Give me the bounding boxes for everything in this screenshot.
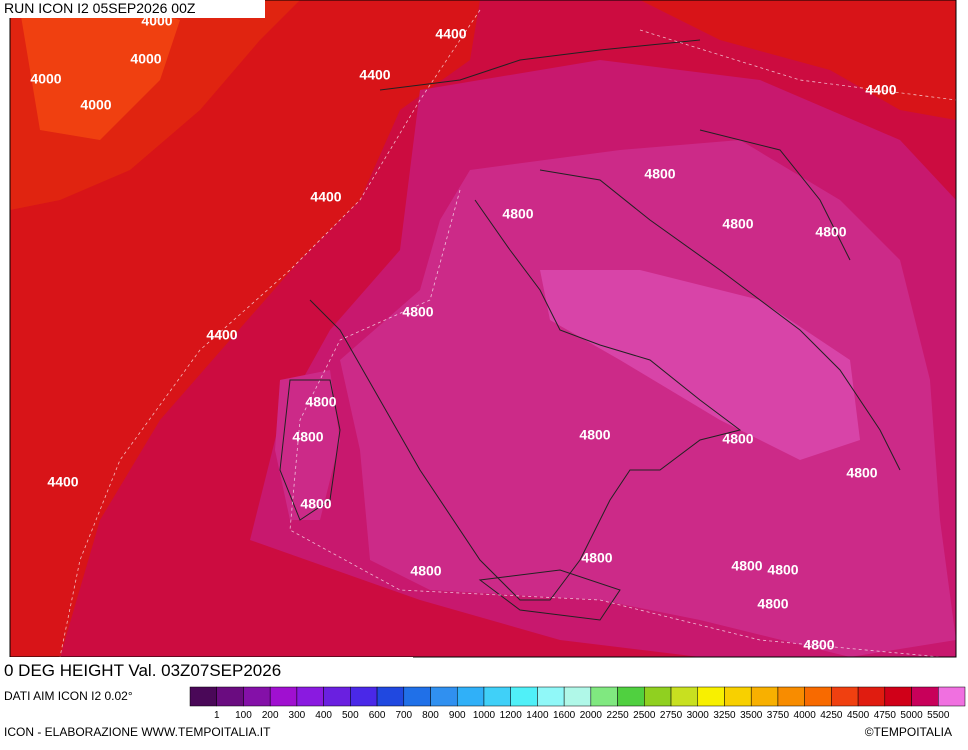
- color-legend: 1 100 200 300 400 500 600 700 800 900 1000 1200 1400…: [189, 686, 966, 721]
- legend-label: 1400: [526, 710, 549, 721]
- legend-swatch: [430, 686, 458, 707]
- legend-swatch: [884, 686, 912, 707]
- legend-swatch: [590, 686, 618, 707]
- contour-label: 4800: [815, 224, 846, 240]
- contour-label: 4800: [579, 427, 610, 443]
- contour-label: 4400: [359, 67, 390, 83]
- contour-label: 4800: [803, 637, 834, 653]
- legend-swatch: [403, 686, 431, 707]
- legend-label: 500: [342, 710, 359, 721]
- legend-swatch: [563, 686, 592, 707]
- legend-label: 600: [369, 710, 386, 721]
- header-box: [0, 0, 265, 18]
- copyright: ©TEMPOITALIA: [865, 725, 952, 739]
- legend-swatch: [376, 686, 405, 707]
- legend-swatch: [911, 686, 939, 707]
- contour-label: 4800: [767, 562, 798, 578]
- run-label: RUN ICON I2 05SEP2026 00Z: [4, 0, 196, 16]
- legend-label: 900: [449, 710, 466, 721]
- legend-label: 3000: [687, 710, 710, 721]
- legend-swatch: [617, 686, 645, 707]
- legend-label: 200: [262, 710, 279, 721]
- legend-swatch: [510, 686, 538, 707]
- contour-label: 4800: [722, 431, 753, 447]
- legend-swatch: [670, 686, 699, 707]
- legend-label: 2250: [606, 710, 629, 721]
- legend-swatch: [456, 686, 485, 707]
- legend-swatch: [323, 686, 351, 707]
- legend-label: 800: [422, 710, 439, 721]
- contour-label: 4800: [731, 558, 762, 574]
- legend-swatch: [189, 686, 217, 707]
- legend-swatch: [537, 686, 565, 707]
- legend-swatch: [804, 686, 832, 707]
- legend-swatch: [831, 686, 859, 707]
- legend-label: 1200: [500, 710, 523, 721]
- legend-label: 3250: [713, 710, 736, 721]
- legend-label: 5500: [927, 710, 950, 721]
- contour-label: 4400: [865, 82, 896, 98]
- legend-label: 700: [395, 710, 412, 721]
- legend-swatch: [483, 686, 511, 707]
- coastline: [279, 39, 901, 621]
- legend-label: 400: [315, 710, 332, 721]
- legend-label: 4750: [874, 710, 897, 721]
- contour-label: 4400: [47, 474, 78, 490]
- legend-swatch: [938, 686, 966, 707]
- contour-label: 4000: [80, 97, 111, 113]
- contour-label: 4000: [130, 51, 161, 67]
- legend-swatch: [644, 686, 672, 707]
- legend-label: 1600: [553, 710, 576, 721]
- map-frame: [9, 0, 957, 658]
- contour-label: 4400: [310, 189, 341, 205]
- credit: ICON - ELABORAZIONE WWW.TEMPOITALIA.IT: [4, 725, 271, 739]
- contour-label: 4800: [410, 563, 441, 579]
- legend-label: 100: [235, 710, 252, 721]
- legend-label: 4000: [794, 710, 817, 721]
- legend-label: 3500: [740, 710, 763, 721]
- legend-swatch: [350, 686, 378, 707]
- contour-label: 4800: [292, 429, 323, 445]
- legend-swatch: [269, 686, 298, 707]
- map-title: 0 DEG HEIGHT Val. 03Z07SEP2026: [4, 661, 281, 680]
- legend-label: 5000: [900, 710, 923, 721]
- contour-label: 4800: [644, 166, 675, 182]
- contour-label: 4800: [722, 216, 753, 232]
- legend-label: 3750: [767, 710, 790, 721]
- legend-swatch: [296, 686, 324, 707]
- legend-swatch: [243, 686, 271, 707]
- legend-swatch: [777, 686, 805, 707]
- contour-label: 4800: [300, 496, 331, 512]
- legend-label: 2000: [580, 710, 603, 721]
- source: DATI AIM ICON I2 0.02°: [4, 689, 133, 703]
- legend-label: 2750: [660, 710, 683, 721]
- legend-swatch: [750, 686, 779, 707]
- contour-label: 4800: [846, 465, 877, 481]
- map: 4000 4000 4000 4000 4400 4400 4400 4400 …: [10, 0, 956, 657]
- contour-label: 4400: [206, 327, 237, 343]
- legend-swatch: [216, 686, 244, 707]
- contour-label: 4800: [305, 394, 336, 410]
- contour-label: 4800: [402, 304, 433, 320]
- legend-label: 1000: [473, 710, 496, 721]
- contour-label: 4800: [757, 596, 788, 612]
- legend-swatch: [697, 686, 725, 707]
- contour-label: 4000: [30, 71, 61, 87]
- legend-label: 1: [214, 710, 220, 721]
- legend-swatch: [724, 686, 752, 707]
- legend-swatch: [857, 686, 886, 707]
- title-box: [0, 657, 413, 684]
- contour-label: 4400: [435, 26, 466, 42]
- contours: [59, 9, 956, 657]
- contour-label: 4800: [581, 550, 612, 566]
- legend-label: 2500: [633, 710, 656, 721]
- legend-label: 4250: [820, 710, 843, 721]
- legend-label: 4500: [847, 710, 870, 721]
- contour-label: 4800: [502, 206, 533, 222]
- legend-label: 300: [289, 710, 306, 721]
